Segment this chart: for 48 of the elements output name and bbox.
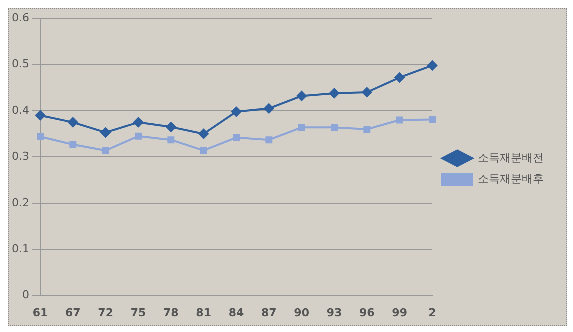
point [394, 72, 405, 83]
point [168, 136, 175, 144]
point [198, 129, 209, 140]
point [264, 104, 274, 114]
x-tick-label: 84 [228, 306, 244, 320]
point [330, 88, 340, 98]
point [102, 147, 110, 154]
y-tick-label: 0.4 [12, 104, 30, 117]
legend-label: 소득재분배전 [478, 151, 544, 164]
y-tick-label: 0.6 [12, 11, 30, 24]
point [100, 128, 111, 138]
point [231, 106, 242, 117]
point [298, 124, 306, 132]
point [68, 118, 78, 128]
point [200, 147, 208, 154]
point [35, 110, 46, 121]
x-tick-label: 87 [262, 306, 277, 320]
point [166, 122, 176, 132]
point [266, 136, 273, 144]
point [362, 88, 372, 98]
x-tick-label: 78 [164, 306, 179, 320]
x-tick-label: 93 [326, 306, 342, 320]
x-tick-label: 90 [294, 306, 310, 320]
x-tick-label: 75 [130, 306, 146, 320]
x-tick-label: 81 [196, 306, 212, 320]
point [428, 60, 438, 71]
y-tick-label: 0.5 [12, 58, 30, 71]
point [233, 134, 240, 142]
x-tick-label: 2 [428, 306, 436, 320]
x-tick-label: 72 [98, 306, 114, 320]
x-tick-label: 67 [66, 306, 81, 320]
y-tick-label: 0.2 [12, 196, 30, 210]
y-tick-label: 0.1 [12, 242, 30, 256]
point [70, 141, 77, 148]
point [364, 126, 371, 133]
point [133, 118, 144, 128]
y-tick-label: 0 [22, 288, 30, 302]
x-tick-label: 96 [360, 306, 376, 320]
legend-label: 소득재분배후 [478, 172, 544, 186]
x-tick-label: 61 [32, 306, 48, 320]
point [429, 116, 436, 124]
point [296, 91, 307, 102]
point [396, 116, 404, 124]
y-tick-label: 0.3 [12, 150, 30, 164]
x-tick-label: 99 [392, 306, 408, 320]
point [37, 133, 44, 140]
point [331, 124, 338, 132]
point [135, 132, 142, 140]
